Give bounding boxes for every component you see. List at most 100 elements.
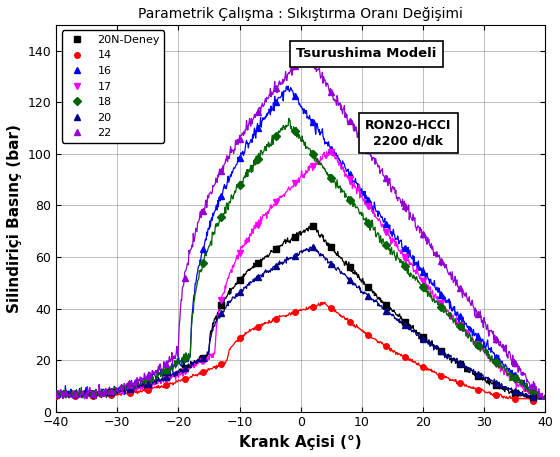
17 (438, 301, 445, 306)
22 (126, 383, 133, 388)
18 (199, 260, 206, 266)
17 (346, 176, 353, 181)
17 (181, 368, 188, 373)
14 (328, 305, 334, 311)
20 (346, 277, 353, 283)
16 (273, 100, 279, 105)
Line: 20: 20 (53, 244, 536, 400)
18 (474, 342, 481, 347)
18 (456, 324, 463, 329)
17 (71, 391, 78, 397)
20 (199, 355, 206, 361)
18 (511, 376, 518, 381)
20N-Deney (236, 277, 243, 283)
16 (255, 126, 262, 131)
14 (71, 393, 78, 399)
17 (383, 229, 390, 234)
16 (493, 355, 500, 360)
17 (291, 181, 298, 186)
22 (474, 311, 481, 316)
20 (530, 394, 536, 400)
20 (456, 360, 463, 366)
Line: 22: 22 (53, 60, 536, 397)
22 (401, 203, 408, 209)
20N-Deney (493, 383, 500, 388)
20 (255, 275, 262, 280)
20 (310, 244, 316, 250)
20N-Deney (218, 303, 225, 308)
18 (438, 304, 445, 309)
22 (365, 147, 371, 153)
20 (163, 374, 170, 380)
22 (438, 258, 445, 264)
20 (144, 381, 151, 387)
14 (181, 377, 188, 382)
20N-Deney (71, 391, 78, 397)
14 (90, 393, 96, 399)
20N-Deney (474, 373, 481, 378)
22 (163, 361, 170, 367)
22 (273, 85, 279, 90)
18 (53, 391, 59, 397)
Title: Parametrik Çalışma : Sıkıştırma Oranı Değişimi: Parametrik Çalışma : Sıkıştırma Oranı De… (138, 7, 463, 21)
20 (493, 381, 500, 386)
14 (401, 355, 408, 360)
14 (218, 361, 225, 367)
14 (438, 373, 445, 378)
22 (419, 231, 426, 236)
14 (236, 336, 243, 341)
14 (126, 390, 133, 396)
Y-axis label: Silindiriçi Basınç (bar): Silindiriçi Basınç (bar) (7, 124, 22, 313)
20N-Deney (126, 387, 133, 392)
18 (126, 384, 133, 390)
X-axis label: Krank Açisi (°): Krank Açisi (°) (239, 435, 362, 450)
16 (346, 171, 353, 177)
20 (90, 391, 96, 397)
14 (474, 387, 481, 393)
20N-Deney (365, 284, 371, 289)
20N-Deney (255, 260, 262, 266)
20N-Deney (53, 391, 59, 397)
Line: 16: 16 (53, 93, 536, 397)
Line: 17: 17 (53, 149, 536, 397)
16 (438, 292, 445, 297)
20N-Deney (456, 361, 463, 367)
16 (90, 391, 96, 397)
18 (108, 389, 115, 395)
20 (365, 293, 371, 298)
14 (383, 344, 390, 349)
20N-Deney (144, 381, 151, 387)
22 (456, 285, 463, 290)
20 (236, 289, 243, 295)
16 (181, 356, 188, 361)
14 (163, 383, 170, 388)
20N-Deney (530, 395, 536, 401)
16 (328, 146, 334, 151)
18 (71, 391, 78, 397)
17 (144, 382, 151, 388)
14 (53, 393, 59, 399)
16 (236, 155, 243, 161)
17 (126, 387, 133, 393)
22 (328, 90, 334, 95)
18 (218, 214, 225, 220)
20 (291, 253, 298, 258)
20N-Deney (383, 302, 390, 308)
22 (90, 391, 96, 397)
18 (291, 128, 298, 133)
17 (236, 250, 243, 256)
20N-Deney (328, 244, 334, 250)
17 (53, 391, 59, 397)
Text: RON20-HCCI
2200 d/dk: RON20-HCCI 2200 d/dk (365, 119, 451, 147)
14 (144, 387, 151, 393)
22 (530, 383, 536, 389)
17 (273, 199, 279, 205)
20 (53, 391, 59, 397)
20 (273, 263, 279, 268)
22 (71, 391, 78, 397)
18 (530, 390, 536, 395)
14 (511, 396, 518, 401)
Text: Tsurushima Modeli: Tsurushima Modeli (296, 48, 437, 60)
20 (383, 308, 390, 314)
20 (126, 387, 133, 392)
